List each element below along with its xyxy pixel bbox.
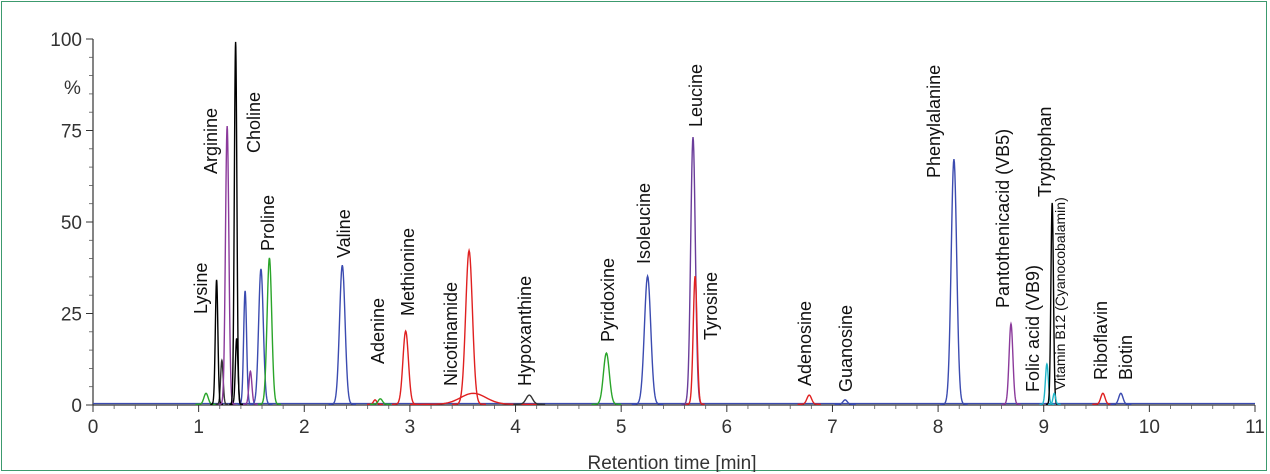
minor-peak-trace	[237, 290, 253, 405]
peak-trace-phenylalanine	[940, 158, 968, 405]
x-tick-label: 8	[933, 417, 944, 438]
y-axis-unit: %	[64, 78, 81, 99]
peak-trace-hypoxanthine	[513, 394, 546, 405]
traces	[93, 41, 1255, 405]
peak-label-folic-acid: Folic acid (VB9)	[1023, 265, 1043, 392]
peak-trace-nicotinamide	[452, 247, 486, 405]
peak-label-biotin: Biotin	[1116, 335, 1136, 380]
y-tick-label: 25	[61, 305, 82, 326]
peak-trace-biotin	[1110, 392, 1132, 405]
peak-label-adenosine: Adenosine	[795, 301, 815, 386]
y-ticks: 0 25 50 75 100	[50, 30, 93, 417]
peak-label-pyridoxine: Pyridoxine	[598, 258, 618, 342]
peak-label-lysine: Lysine	[191, 263, 211, 314]
peak-label-isoleucine: Isoleucine	[634, 183, 654, 264]
x-tick-label: 9	[1038, 417, 1049, 438]
peak-trace-vitamin-b12	[1047, 392, 1061, 405]
peak-label-proline: Proline	[258, 195, 278, 251]
peak-label-pantothenicacid: Pantothenicacid (VB5)	[993, 129, 1013, 308]
peak-label-methionine: Methionine	[398, 228, 418, 316]
x-ticks: 0 1 2 3 4 5 6 7 8 9 10 11	[88, 405, 1265, 438]
peak-label-riboflavin: Riboflavin	[1091, 301, 1111, 380]
peak-trace-choline	[229, 41, 242, 405]
peak-label-guanosine: Guanosine	[836, 305, 856, 392]
x-tick-label: 6	[722, 417, 733, 438]
x-tick-label: 7	[827, 417, 838, 438]
peak-trace-isoleucine	[631, 273, 664, 405]
x-tick-label: 11	[1245, 417, 1265, 438]
peak-trace-pantothenicacid-vb5	[1001, 321, 1021, 405]
peak-trace-proline	[257, 257, 282, 405]
peak-label-choline: Choline	[244, 92, 264, 153]
peak-label-vitamin-b12: Vitamin B12 (Cyanocobalamin)	[1052, 197, 1068, 390]
y-tick-label: 100	[50, 30, 82, 51]
peak-label-tryptophan: Tryptophan	[1035, 107, 1055, 197]
x-tick-label: 4	[510, 417, 521, 438]
peak-trace-valine	[328, 265, 357, 405]
minor-peak-trace	[215, 358, 229, 405]
peak-trace-pyridoxine	[591, 351, 622, 405]
peak-label-hypoxanthine: Hypoxanthine	[515, 276, 535, 386]
peak-label-phenylalanine: Phenylalanine	[924, 65, 944, 178]
x-axis-title: Retention time [min]	[588, 453, 757, 472]
peak-labels: Lysine Arginine Choline Proline Valine A…	[191, 64, 1136, 392]
peak-trace-tyrosine	[685, 276, 705, 405]
x-tick-label: 2	[299, 417, 310, 438]
peak-label-adenine: Adenine	[368, 298, 388, 364]
minor-peak-trace	[243, 369, 258, 405]
peak-label-leucine: Leucine	[686, 64, 706, 127]
peak-label-tyrosine: Tyrosine	[701, 272, 721, 340]
y-tick-label: 0	[71, 396, 82, 417]
x-tick-label: 0	[88, 417, 99, 438]
x-tick-label: 3	[405, 417, 416, 438]
peak-trace-methionine	[391, 329, 420, 405]
peak-trace-arginine	[218, 126, 236, 405]
y-tick-label: 50	[61, 213, 82, 234]
peak-trace-lysine	[210, 279, 223, 405]
x-tick-label: 10	[1139, 417, 1160, 438]
peak-trace-adenine	[369, 398, 391, 405]
peak-trace-riboflavin	[1092, 392, 1114, 405]
peak-trace-leucine	[681, 137, 705, 405]
minor-peak-trace	[195, 392, 217, 405]
y-tick-label: 75	[61, 122, 82, 143]
x-tick-label: 1	[193, 417, 204, 438]
minor-peak-trace	[409, 392, 537, 405]
peak-label-nicotinamide: Nicotinamide	[441, 282, 461, 386]
peak-trace-folic-acid-vb9	[1039, 362, 1055, 405]
peak-trace-guanosine	[834, 399, 856, 405]
minor-peak-trace	[249, 268, 273, 405]
peak-trace-adenosine	[797, 394, 821, 405]
peak-label-valine: Valine	[334, 209, 354, 258]
peak-label-arginine: Arginine	[201, 108, 221, 174]
x-tick-label: 5	[616, 417, 627, 438]
